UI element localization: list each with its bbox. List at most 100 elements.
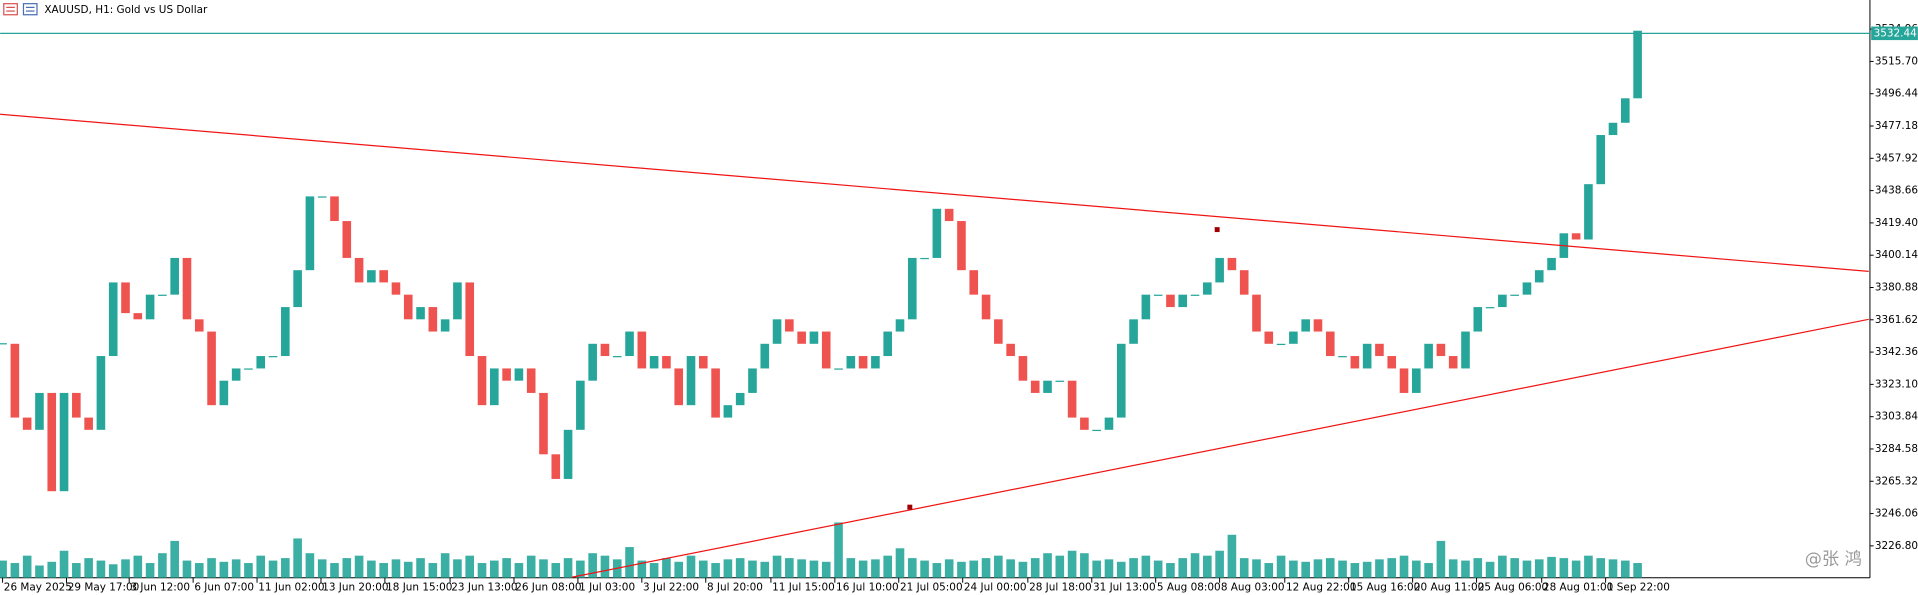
- x-tick-label: 11 Jul 15:00: [772, 582, 835, 594]
- candle: [35, 392, 44, 430]
- volume-bar: [502, 558, 511, 578]
- volume-bar: [711, 563, 720, 578]
- candle: [1276, 343, 1286, 346]
- x-tick-label: 11 Jun 02:00: [258, 582, 324, 594]
- volume-bar: [1387, 558, 1397, 578]
- volume-bar: [637, 560, 647, 578]
- x-tick-label: 28 Aug 01:00: [1543, 582, 1613, 594]
- candle: [1055, 380, 1065, 382]
- candle: [207, 331, 216, 406]
- candle: [1436, 343, 1446, 357]
- volume-bar: [994, 555, 1003, 578]
- volume-bar: [588, 553, 597, 578]
- candle: [932, 208, 942, 258]
- volume-bar: [330, 563, 339, 578]
- volume-bar: [440, 553, 450, 578]
- x-tick-label: 3 Jul 22:00: [643, 582, 699, 594]
- candle: [1239, 270, 1249, 295]
- candle: [1547, 257, 1556, 271]
- candle: [576, 380, 585, 430]
- x-tick-label: 3 Jun 12:00: [130, 582, 190, 594]
- x-tick-label: 28 Jul 18:00: [1029, 582, 1092, 594]
- candle: [785, 319, 794, 332]
- volume-bar: [10, 563, 20, 578]
- x-tick-label: 1 Sep 22:00: [1607, 582, 1670, 594]
- volume-bar: [1584, 555, 1593, 578]
- candle: [59, 392, 69, 492]
- volume-bar: [1289, 560, 1298, 578]
- volume-bar: [305, 553, 315, 578]
- volume-bar: [367, 560, 376, 578]
- candle: [403, 294, 413, 320]
- x-tick-label: 23 Jun 13:00: [451, 582, 517, 594]
- candle: [440, 319, 450, 332]
- volume-bar: [1203, 555, 1212, 578]
- candle: [1325, 331, 1335, 357]
- volume-bar: [821, 561, 831, 578]
- candle: [1412, 368, 1421, 393]
- y-tick-label: 3496.440: [1875, 88, 1918, 100]
- volume-bar: [1153, 560, 1163, 578]
- candle: [1620, 98, 1630, 123]
- volume-bar: [1092, 560, 1101, 578]
- y-tick-label: 3477.180: [1875, 120, 1918, 132]
- volume-bar: [772, 555, 782, 578]
- volume-bar: [1571, 560, 1581, 578]
- volume-bar: [1375, 559, 1384, 578]
- anchor-marker: [907, 504, 913, 510]
- candle: [502, 368, 511, 381]
- volume-bar: [22, 555, 32, 578]
- volume-bar: [1129, 558, 1138, 578]
- volume-bar: [625, 547, 634, 578]
- candle: [1264, 331, 1274, 344]
- volume-bar: [723, 559, 733, 578]
- candle: [563, 429, 573, 479]
- y-tick-label: 3380.880: [1875, 281, 1918, 293]
- candle: [10, 343, 20, 418]
- volume-bar: [84, 558, 93, 578]
- x-tick-label: 6 Jun 07:00: [194, 582, 254, 594]
- candle: [846, 356, 856, 369]
- candle: [526, 368, 536, 393]
- volume-bar: [1313, 559, 1323, 578]
- candle: [1166, 294, 1175, 308]
- volume-bar: [145, 563, 155, 578]
- trendline: [0, 113, 1869, 272]
- candle: [133, 313, 143, 320]
- volume-bar: [194, 563, 204, 578]
- candle: [1424, 343, 1433, 369]
- candle: [871, 356, 880, 369]
- volume-bar: [883, 555, 893, 578]
- volume-bar: [108, 564, 118, 578]
- volume-bar: [477, 563, 487, 578]
- candle: [1498, 294, 1507, 308]
- candle: [1473, 307, 1483, 332]
- candle: [1387, 356, 1397, 369]
- volume-bar: [268, 560, 278, 578]
- volume-bar: [281, 558, 290, 578]
- candle: [907, 257, 917, 320]
- chart-title: XAUUSD, H1: Gold vs US Dollar: [44, 4, 208, 16]
- x-tick-label: 20 Aug 11:00: [1414, 582, 1484, 594]
- y-tick-label: 3361.620: [1875, 314, 1918, 326]
- candle: [145, 294, 155, 320]
- volume-bar: [72, 563, 81, 578]
- candle: [453, 282, 462, 320]
- candle: [637, 331, 647, 369]
- volume-bar: [514, 563, 524, 578]
- candle: [797, 331, 806, 344]
- volume-bar: [428, 563, 438, 578]
- candle: [834, 368, 843, 370]
- volume-bar: [1252, 559, 1261, 578]
- volume-bar: [969, 560, 979, 578]
- volume-bar: [1325, 558, 1335, 578]
- volume-bar: [649, 563, 659, 578]
- volume-bar: [133, 555, 143, 578]
- candle: [281, 307, 290, 357]
- candle: [96, 356, 106, 430]
- y-tick-label: 3457.920: [1875, 152, 1918, 164]
- y-tick-label: 3515.700: [1875, 55, 1918, 67]
- candle: [1067, 380, 1077, 418]
- volume-bar: [797, 559, 806, 578]
- volume-bar: [1043, 553, 1052, 578]
